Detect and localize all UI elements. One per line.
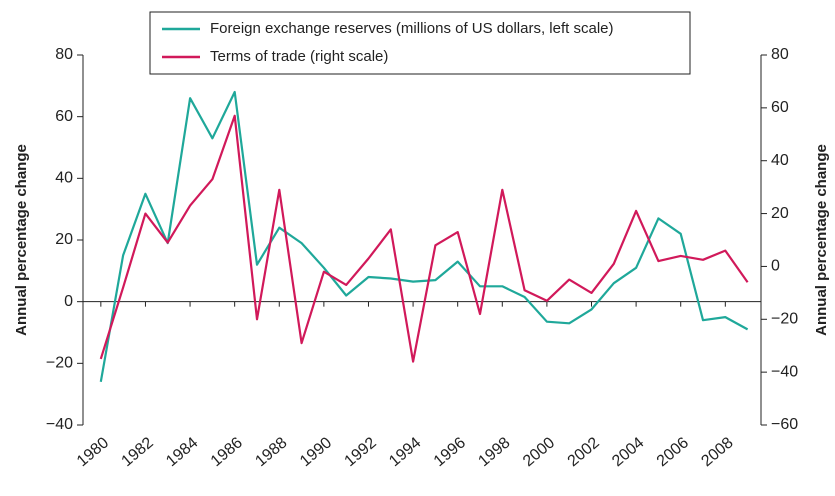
y2-tick-label: 80 bbox=[771, 46, 789, 63]
x-tick-label: 2008 bbox=[698, 434, 736, 470]
y-tick-label: −20 bbox=[46, 355, 73, 372]
x-tick-label: 2002 bbox=[565, 434, 603, 470]
y2-tick-label: 40 bbox=[771, 152, 789, 169]
legend-label: Foreign exchange reserves (millions of U… bbox=[210, 20, 614, 37]
y-tick-label: 80 bbox=[55, 46, 73, 63]
series-line bbox=[99, 114, 749, 363]
x-tick-label: 2000 bbox=[520, 434, 558, 470]
x-tick-label: 1990 bbox=[297, 434, 335, 470]
y-tick-label: −40 bbox=[46, 416, 73, 433]
y-tick-label: 20 bbox=[55, 231, 73, 248]
y2-tick-label: 20 bbox=[771, 205, 789, 222]
y-tick-label: 40 bbox=[55, 170, 73, 187]
x-tick-label: 1984 bbox=[163, 434, 201, 470]
x-tick-label: 1996 bbox=[431, 434, 469, 470]
x-tick-label: 1994 bbox=[386, 434, 424, 470]
y2-axis-title: Annual percentage change bbox=[813, 144, 830, 336]
x-tick-label: 1988 bbox=[252, 434, 290, 470]
legend-label: Terms of trade (right scale) bbox=[210, 48, 388, 65]
x-tick-label: 2004 bbox=[609, 434, 647, 470]
x-tick-label: 1992 bbox=[342, 434, 380, 470]
y2-tick-label: −40 bbox=[771, 363, 798, 380]
y2-tick-label: −60 bbox=[771, 416, 798, 433]
legend-box bbox=[149, 11, 691, 75]
y-tick-label: 60 bbox=[55, 108, 73, 125]
y-tick-label: 0 bbox=[64, 293, 73, 310]
x-tick-label: 1998 bbox=[475, 434, 513, 470]
x-tick-label: 2006 bbox=[654, 434, 692, 470]
x-tick-label: 1986 bbox=[208, 434, 246, 470]
y2-tick-label: 0 bbox=[771, 258, 780, 275]
x-tick-label: 1980 bbox=[74, 434, 112, 470]
y2-tick-label: −20 bbox=[771, 311, 798, 328]
y2-tick-label: 60 bbox=[771, 99, 789, 116]
x-tick-label: 1982 bbox=[119, 434, 157, 470]
y-axis-title: Annual percentage change bbox=[13, 144, 30, 336]
series-line bbox=[99, 90, 749, 382]
